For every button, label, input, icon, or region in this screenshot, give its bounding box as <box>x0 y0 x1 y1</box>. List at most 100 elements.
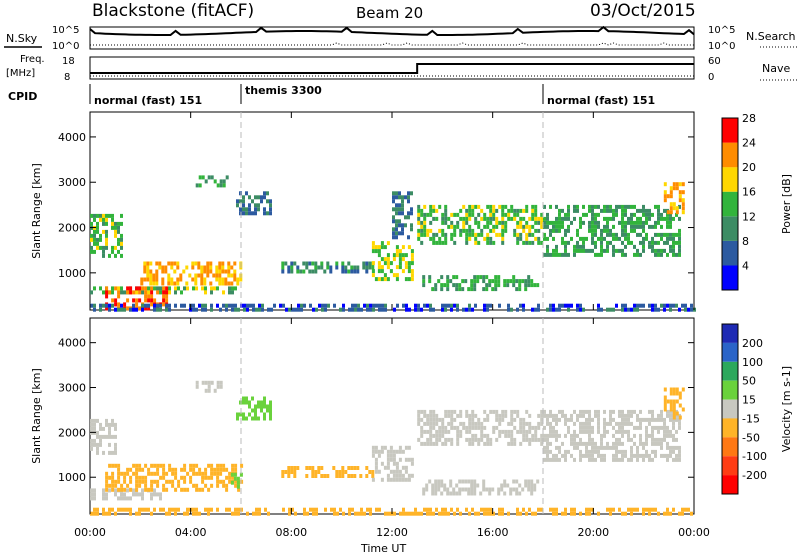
velocity-cell <box>552 453 555 458</box>
velocity-cell <box>567 429 570 434</box>
power-cell <box>546 216 549 221</box>
power-cell <box>459 216 463 221</box>
velocity-cell <box>615 421 618 426</box>
velocity-cell <box>630 449 633 454</box>
velocity-cell <box>533 487 537 492</box>
power-cell <box>660 224 663 229</box>
power-cell <box>660 232 663 237</box>
power-cell <box>510 208 514 213</box>
power-cell <box>141 307 144 312</box>
power-cell <box>603 248 606 253</box>
power-cell <box>522 224 526 229</box>
power-cell <box>651 224 654 229</box>
power-cell <box>192 307 195 312</box>
power-cell <box>591 208 594 213</box>
power-cell <box>567 212 570 217</box>
velocity-cell <box>528 413 532 418</box>
power-cell <box>120 213 123 218</box>
power-cell <box>525 232 529 237</box>
power-cell <box>242 211 245 216</box>
power-cell <box>591 236 594 241</box>
power-cell <box>162 290 166 295</box>
power-cell <box>111 249 114 254</box>
velocity-y-tick-label: 2000 <box>58 426 86 439</box>
velocity-cell <box>618 429 621 434</box>
velocity-cell <box>426 417 430 422</box>
velocity-cell <box>678 421 681 426</box>
freq-label-line1: Freq. <box>20 54 45 65</box>
power-cell <box>585 212 588 217</box>
velocity-cell <box>183 475 187 480</box>
velocity-cell <box>429 409 433 414</box>
power-cell <box>135 286 139 291</box>
power-cell <box>648 224 651 229</box>
power-cell <box>501 240 505 245</box>
power-cell <box>624 236 627 241</box>
power-cell <box>603 224 606 229</box>
power-cell <box>227 265 231 270</box>
velocity-cell <box>470 487 474 492</box>
power-cell <box>230 281 234 286</box>
velocity-cell <box>102 434 105 439</box>
power-cell <box>365 261 369 266</box>
power-cell <box>177 286 180 291</box>
power-cell <box>111 217 114 222</box>
power-cell <box>525 236 529 241</box>
power-cell <box>350 269 354 274</box>
power-cell <box>401 269 405 274</box>
power-cell <box>567 228 570 233</box>
power-cell <box>524 283 528 288</box>
velocity-cell <box>254 412 257 417</box>
power-cell <box>512 283 516 288</box>
velocity-cell <box>678 415 682 420</box>
velocity-cell <box>234 507 237 512</box>
power-cell <box>675 182 679 187</box>
velocity-cell <box>369 507 372 512</box>
power-cell <box>420 307 423 312</box>
velocity-cell <box>290 466 294 470</box>
velocity-cell <box>507 421 511 426</box>
velocity-cell <box>435 417 439 422</box>
power-cell <box>93 217 96 222</box>
power-cell <box>245 211 248 216</box>
power-cell <box>407 277 411 282</box>
velocity-cell <box>489 441 493 446</box>
velocity-cell <box>648 511 651 516</box>
power-cell <box>230 265 234 270</box>
power-cell <box>114 298 118 303</box>
power-cell <box>230 273 234 278</box>
velocity-cell <box>471 413 475 418</box>
velocity-cell <box>609 507 612 512</box>
power-cell <box>540 212 544 217</box>
velocity-cell <box>204 507 207 512</box>
power-cell <box>423 216 427 221</box>
power-cell <box>678 198 682 203</box>
velocity-echo-region <box>105 463 244 492</box>
velocity-cell <box>573 507 576 512</box>
power-cell <box>219 183 223 188</box>
velocity-cell <box>603 433 606 438</box>
velocity-cell <box>534 425 538 430</box>
velocity-cell <box>669 409 672 414</box>
power-cell <box>483 224 487 229</box>
velocity-cell <box>609 445 612 450</box>
power-cell <box>380 277 384 282</box>
power-cell <box>194 261 198 266</box>
power-cell <box>588 204 591 209</box>
power-colorbar-swatch <box>722 118 738 143</box>
velocity-cell <box>618 507 621 512</box>
power-cell <box>585 248 588 253</box>
velocity-cell <box>330 507 333 512</box>
velocity-echo-region <box>663 387 685 420</box>
velocity-cell <box>393 511 396 516</box>
power-cell <box>527 275 531 280</box>
velocity-cell <box>407 457 411 462</box>
power-cell <box>462 307 465 312</box>
power-cell <box>344 265 348 270</box>
power-cell <box>429 307 432 312</box>
velocity-cell <box>93 426 96 431</box>
velocity-cell <box>189 475 193 480</box>
velocity-cell <box>174 475 178 480</box>
power-cell <box>549 204 552 209</box>
